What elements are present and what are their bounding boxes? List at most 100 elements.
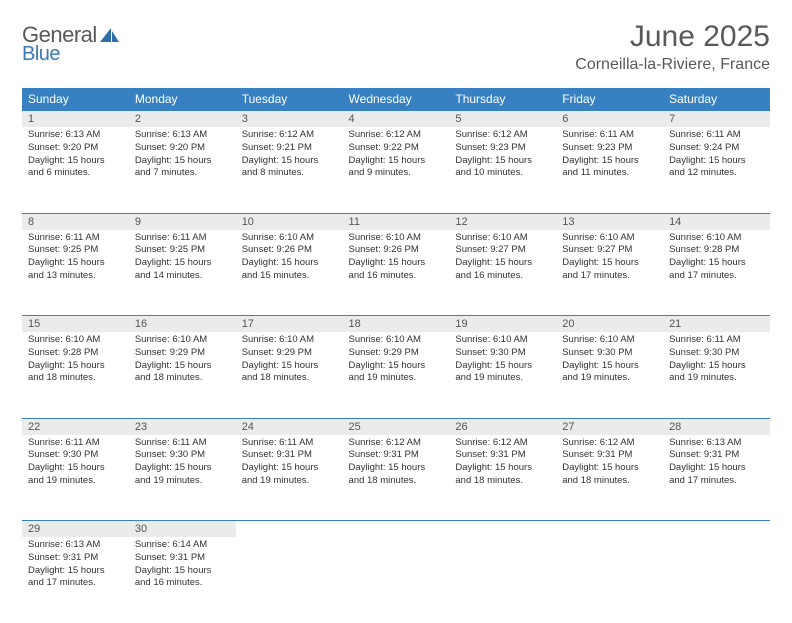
sunset-line: Sunset: 9:27 PM — [455, 244, 550, 257]
sunset-line: Sunset: 9:26 PM — [242, 244, 337, 257]
weekday-header: Friday — [556, 88, 663, 111]
day-number: 3 — [236, 111, 343, 128]
day-cell: Sunrise: 6:12 AMSunset: 9:21 PMDaylight:… — [236, 127, 343, 213]
day-content-row: Sunrise: 6:11 AMSunset: 9:30 PMDaylight:… — [22, 435, 770, 521]
daylight-line: Daylight: 15 hours and 19 minutes. — [135, 462, 230, 488]
sunset-line: Sunset: 9:31 PM — [242, 449, 337, 462]
location-label: Corneilla-la-Riviere, France — [575, 56, 770, 74]
sunrise-line: Sunrise: 6:10 AM — [455, 232, 550, 245]
sunset-line: Sunset: 9:23 PM — [455, 142, 550, 155]
sunrise-line: Sunrise: 6:13 AM — [28, 539, 123, 552]
sunset-line: Sunset: 9:27 PM — [562, 244, 657, 257]
day-cell: Sunrise: 6:12 AMSunset: 9:31 PMDaylight:… — [556, 435, 663, 521]
sunrise-line: Sunrise: 6:12 AM — [455, 437, 550, 450]
header: General Blue June 2025 Corneilla-la-Rivi… — [22, 20, 770, 74]
calendar-table: SundayMondayTuesdayWednesdayThursdayFrid… — [22, 88, 770, 623]
sunset-line: Sunset: 9:29 PM — [242, 347, 337, 360]
day-cell: Sunrise: 6:11 AMSunset: 9:25 PMDaylight:… — [129, 230, 236, 316]
sunset-line: Sunset: 9:31 PM — [135, 552, 230, 565]
day-number: 29 — [22, 521, 129, 538]
sunrise-line: Sunrise: 6:14 AM — [135, 539, 230, 552]
day-cell: Sunrise: 6:10 AMSunset: 9:30 PMDaylight:… — [556, 332, 663, 418]
sunrise-line: Sunrise: 6:10 AM — [242, 232, 337, 245]
daylight-line: Daylight: 15 hours and 18 minutes. — [455, 462, 550, 488]
day-number: 30 — [129, 521, 236, 538]
sunrise-line: Sunrise: 6:11 AM — [28, 437, 123, 450]
sunrise-line: Sunrise: 6:12 AM — [562, 437, 657, 450]
day-cell: Sunrise: 6:10 AMSunset: 9:29 PMDaylight:… — [343, 332, 450, 418]
daylight-line: Daylight: 15 hours and 6 minutes. — [28, 155, 123, 181]
day-cell: Sunrise: 6:13 AMSunset: 9:20 PMDaylight:… — [22, 127, 129, 213]
sunset-line: Sunset: 9:25 PM — [135, 244, 230, 257]
sunrise-line: Sunrise: 6:11 AM — [669, 334, 764, 347]
sunset-line: Sunset: 9:30 PM — [28, 449, 123, 462]
sunset-line: Sunset: 9:26 PM — [349, 244, 444, 257]
sunset-line: Sunset: 9:21 PM — [242, 142, 337, 155]
day-number: 2 — [129, 111, 236, 128]
empty-cell — [449, 537, 556, 623]
sunset-line: Sunset: 9:25 PM — [28, 244, 123, 257]
sunset-line: Sunset: 9:30 PM — [135, 449, 230, 462]
day-number: 18 — [343, 316, 450, 333]
daylight-line: Daylight: 15 hours and 10 minutes. — [455, 155, 550, 181]
day-cell: Sunrise: 6:12 AMSunset: 9:31 PMDaylight:… — [449, 435, 556, 521]
daylight-line: Daylight: 15 hours and 19 minutes. — [455, 360, 550, 386]
daylight-line: Daylight: 15 hours and 16 minutes. — [349, 257, 444, 283]
day-number: 16 — [129, 316, 236, 333]
daylight-line: Daylight: 15 hours and 18 minutes. — [28, 360, 123, 386]
daylight-line: Daylight: 15 hours and 7 minutes. — [135, 155, 230, 181]
daylight-line: Daylight: 15 hours and 19 minutes. — [562, 360, 657, 386]
empty-cell — [556, 537, 663, 623]
day-number: 25 — [343, 418, 450, 435]
day-number-row: 22232425262728 — [22, 418, 770, 435]
sunrise-line: Sunrise: 6:12 AM — [455, 129, 550, 142]
day-number: 5 — [449, 111, 556, 128]
daylight-line: Daylight: 15 hours and 9 minutes. — [349, 155, 444, 181]
sunrise-line: Sunrise: 6:12 AM — [349, 129, 444, 142]
daylight-line: Daylight: 15 hours and 13 minutes. — [28, 257, 123, 283]
sunrise-line: Sunrise: 6:10 AM — [28, 334, 123, 347]
daylight-line: Daylight: 15 hours and 18 minutes. — [349, 462, 444, 488]
day-number-row: 2930 — [22, 521, 770, 538]
weekday-header: Thursday — [449, 88, 556, 111]
day-cell: Sunrise: 6:12 AMSunset: 9:22 PMDaylight:… — [343, 127, 450, 213]
sunset-line: Sunset: 9:31 PM — [455, 449, 550, 462]
sunset-line: Sunset: 9:31 PM — [349, 449, 444, 462]
sunset-line: Sunset: 9:28 PM — [669, 244, 764, 257]
day-cell: Sunrise: 6:10 AMSunset: 9:28 PMDaylight:… — [663, 230, 770, 316]
day-number-row: 891011121314 — [22, 213, 770, 230]
sunrise-line: Sunrise: 6:10 AM — [242, 334, 337, 347]
title-block: June 2025 Corneilla-la-Riviere, France — [575, 20, 770, 74]
day-number: 13 — [556, 213, 663, 230]
sunset-line: Sunset: 9:31 PM — [669, 449, 764, 462]
day-cell: Sunrise: 6:11 AMSunset: 9:25 PMDaylight:… — [22, 230, 129, 316]
sunrise-line: Sunrise: 6:13 AM — [28, 129, 123, 142]
day-cell: Sunrise: 6:10 AMSunset: 9:29 PMDaylight:… — [129, 332, 236, 418]
daylight-line: Daylight: 15 hours and 18 minutes. — [562, 462, 657, 488]
weekday-header-row: SundayMondayTuesdayWednesdayThursdayFrid… — [22, 88, 770, 111]
day-number: 4 — [343, 111, 450, 128]
daylight-line: Daylight: 15 hours and 14 minutes. — [135, 257, 230, 283]
daylight-line: Daylight: 15 hours and 17 minutes. — [562, 257, 657, 283]
sunset-line: Sunset: 9:29 PM — [135, 347, 230, 360]
day-content-row: Sunrise: 6:13 AMSunset: 9:20 PMDaylight:… — [22, 127, 770, 213]
daylight-line: Daylight: 15 hours and 19 minutes. — [242, 462, 337, 488]
sunset-line: Sunset: 9:30 PM — [455, 347, 550, 360]
day-number: 17 — [236, 316, 343, 333]
day-number: 19 — [449, 316, 556, 333]
day-cell: Sunrise: 6:11 AMSunset: 9:24 PMDaylight:… — [663, 127, 770, 213]
empty-cell — [556, 521, 663, 538]
sunrise-line: Sunrise: 6:10 AM — [135, 334, 230, 347]
brand-logo: General Blue — [22, 24, 120, 64]
sunrise-line: Sunrise: 6:13 AM — [669, 437, 764, 450]
daylight-line: Daylight: 15 hours and 19 minutes. — [349, 360, 444, 386]
daylight-line: Daylight: 15 hours and 18 minutes. — [135, 360, 230, 386]
daylight-line: Daylight: 15 hours and 17 minutes. — [669, 462, 764, 488]
sunrise-line: Sunrise: 6:11 AM — [562, 129, 657, 142]
brand-sail-icon — [100, 28, 120, 48]
sunset-line: Sunset: 9:30 PM — [562, 347, 657, 360]
sunrise-line: Sunrise: 6:10 AM — [455, 334, 550, 347]
sunrise-line: Sunrise: 6:11 AM — [242, 437, 337, 450]
day-number-row: 1234567 — [22, 111, 770, 128]
day-number: 12 — [449, 213, 556, 230]
